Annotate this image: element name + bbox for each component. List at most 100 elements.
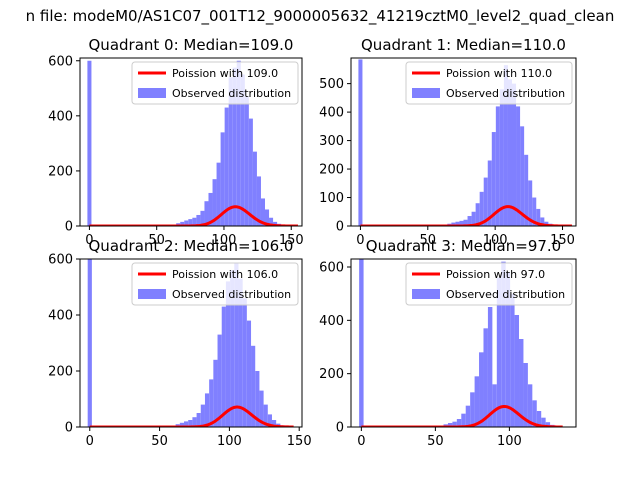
y-tick-label: 600 xyxy=(48,54,73,69)
axes-frame xyxy=(79,57,303,227)
x-tick-label: 50 xyxy=(427,434,444,449)
legend-hist-swatch xyxy=(412,88,440,98)
histogram-bar xyxy=(495,106,500,226)
x-tick-label: 100 xyxy=(497,434,522,449)
y-tick-label: 0 xyxy=(336,220,344,235)
legend-label-fit: Poission with 97.0 xyxy=(446,268,545,281)
histogram-bar xyxy=(263,404,268,427)
histogram-bar xyxy=(260,198,265,226)
x-tick-label: 50 xyxy=(148,233,165,248)
histogram-bar xyxy=(451,222,456,226)
histogram-bar xyxy=(455,221,460,226)
axes-frame xyxy=(350,258,577,428)
y-tick-label: 200 xyxy=(319,367,344,382)
histogram-bar xyxy=(87,259,92,427)
histogram-bar xyxy=(541,417,546,427)
histogram-bar xyxy=(471,211,476,226)
histogram-bar xyxy=(487,160,492,226)
panel-title: Quadrant 1: Median=110.0 xyxy=(361,36,566,54)
histogram-bar xyxy=(463,219,468,226)
histogram-bar xyxy=(512,83,517,226)
histogram-bar xyxy=(536,208,541,226)
histogram-bar xyxy=(452,421,457,427)
histogram-bar xyxy=(238,278,243,427)
y-tick-label: 600 xyxy=(48,253,73,268)
histogram-bar xyxy=(536,411,542,427)
x-tick-label: 150 xyxy=(550,233,575,248)
histogram-bar xyxy=(251,345,256,427)
figure-suptitle: n file: modeM0/AS1C07_001T12_9000005632_… xyxy=(26,7,615,26)
histogram-bar xyxy=(188,420,193,427)
legend: Poission with 97.0 Observed distribution xyxy=(405,262,573,306)
histogram-bar xyxy=(507,79,512,226)
axes-frame xyxy=(350,57,577,227)
x-tick-label: 100 xyxy=(217,434,242,449)
histogram-bar xyxy=(459,220,464,226)
x-tick-label: 0 xyxy=(356,233,364,248)
histogram-bar xyxy=(242,298,247,427)
histogram-bar xyxy=(228,77,233,226)
legend-box xyxy=(131,262,299,306)
histogram-bar xyxy=(267,414,272,427)
histogram-bar xyxy=(265,209,270,226)
histogram-bar xyxy=(246,320,252,427)
y-tick-label: 600 xyxy=(319,261,344,276)
histogram-bar xyxy=(499,89,504,226)
histogram-bar xyxy=(496,277,502,427)
axes-frame xyxy=(79,258,303,428)
histogram-bar xyxy=(188,219,193,226)
legend-label-hist: Observed distribution xyxy=(446,87,565,100)
histogram-bar xyxy=(209,379,214,427)
histogram-bar xyxy=(204,393,210,427)
y-tick-label: 200 xyxy=(319,163,344,178)
histogram-bar xyxy=(212,179,217,226)
histogram-bar xyxy=(447,423,453,427)
histogram-bar xyxy=(240,74,245,226)
legend-label-hist: Observed distribution xyxy=(446,288,565,301)
histogram-bar xyxy=(461,413,466,427)
x-tick-label: 100 xyxy=(483,233,508,248)
histogram-bar xyxy=(467,216,472,226)
panel-title: Quadrant 3: Median=97.0 xyxy=(366,237,561,255)
histogram-bar xyxy=(492,384,497,427)
histogram-bar xyxy=(540,217,545,226)
y-tick-label: 100 xyxy=(319,191,344,206)
histogram-bar xyxy=(487,307,493,427)
histogram-bar xyxy=(510,293,515,427)
panel-quadrant-2: 0 50 100 150 0 200 400 600 Quadrant 2: Median=10… xyxy=(48,237,311,449)
histogram-bar xyxy=(184,421,189,427)
histogram-bar xyxy=(532,400,537,427)
legend-hist-swatch xyxy=(138,88,166,98)
panel-quadrant-3: 0 50 100 0 200 400 600 Quadrant 3: Median=97.0 P… xyxy=(319,237,577,449)
histogram-bar xyxy=(232,67,237,226)
histogram-bar xyxy=(259,390,264,427)
histogram-bar xyxy=(465,405,471,427)
histogram-bar xyxy=(474,376,480,427)
legend-label-fit: Poission with 110.0 xyxy=(446,67,552,80)
histogram-bar xyxy=(519,339,524,427)
histogram-bar xyxy=(528,180,533,226)
histogram-bar xyxy=(527,384,533,427)
x-tick-label: 100 xyxy=(212,233,237,248)
legend-label-hist: Observed distribution xyxy=(172,288,291,301)
histogram-bar xyxy=(456,419,462,427)
histogram-bar xyxy=(221,306,226,427)
histogram-bar xyxy=(213,359,218,427)
legend-box xyxy=(405,262,573,306)
panel-quadrant-1: 0 50 100 150 0 100 200 300 400 500 Quadrant 1: Med… xyxy=(319,36,577,248)
histogram-bar xyxy=(524,154,529,226)
histogram-bar xyxy=(503,65,508,226)
histogram-bar xyxy=(252,151,257,226)
histogram-bar xyxy=(514,315,520,427)
histogram-bar xyxy=(532,197,537,226)
legend-hist-swatch xyxy=(138,289,166,299)
legend: Poission with 109.0 Observed distribution xyxy=(131,61,299,105)
histogram-bar xyxy=(248,118,253,226)
legend-box xyxy=(405,61,573,105)
y-tick-label: 0 xyxy=(65,421,73,436)
histogram-bar xyxy=(234,263,239,427)
legend-box xyxy=(131,61,299,105)
histogram-bar xyxy=(184,220,189,226)
x-tick-label: 0 xyxy=(357,434,365,449)
y-tick-label: 0 xyxy=(336,421,344,436)
